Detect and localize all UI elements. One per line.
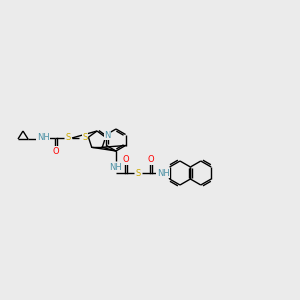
Text: O: O — [53, 146, 59, 155]
Text: NH: NH — [110, 163, 122, 172]
Text: O: O — [123, 155, 129, 164]
Text: NH: NH — [157, 169, 169, 178]
Text: S: S — [65, 134, 70, 142]
Text: O: O — [148, 155, 154, 164]
Text: N: N — [104, 131, 111, 140]
Text: S: S — [135, 169, 141, 178]
Text: NH: NH — [37, 134, 50, 142]
Text: S: S — [83, 133, 88, 142]
